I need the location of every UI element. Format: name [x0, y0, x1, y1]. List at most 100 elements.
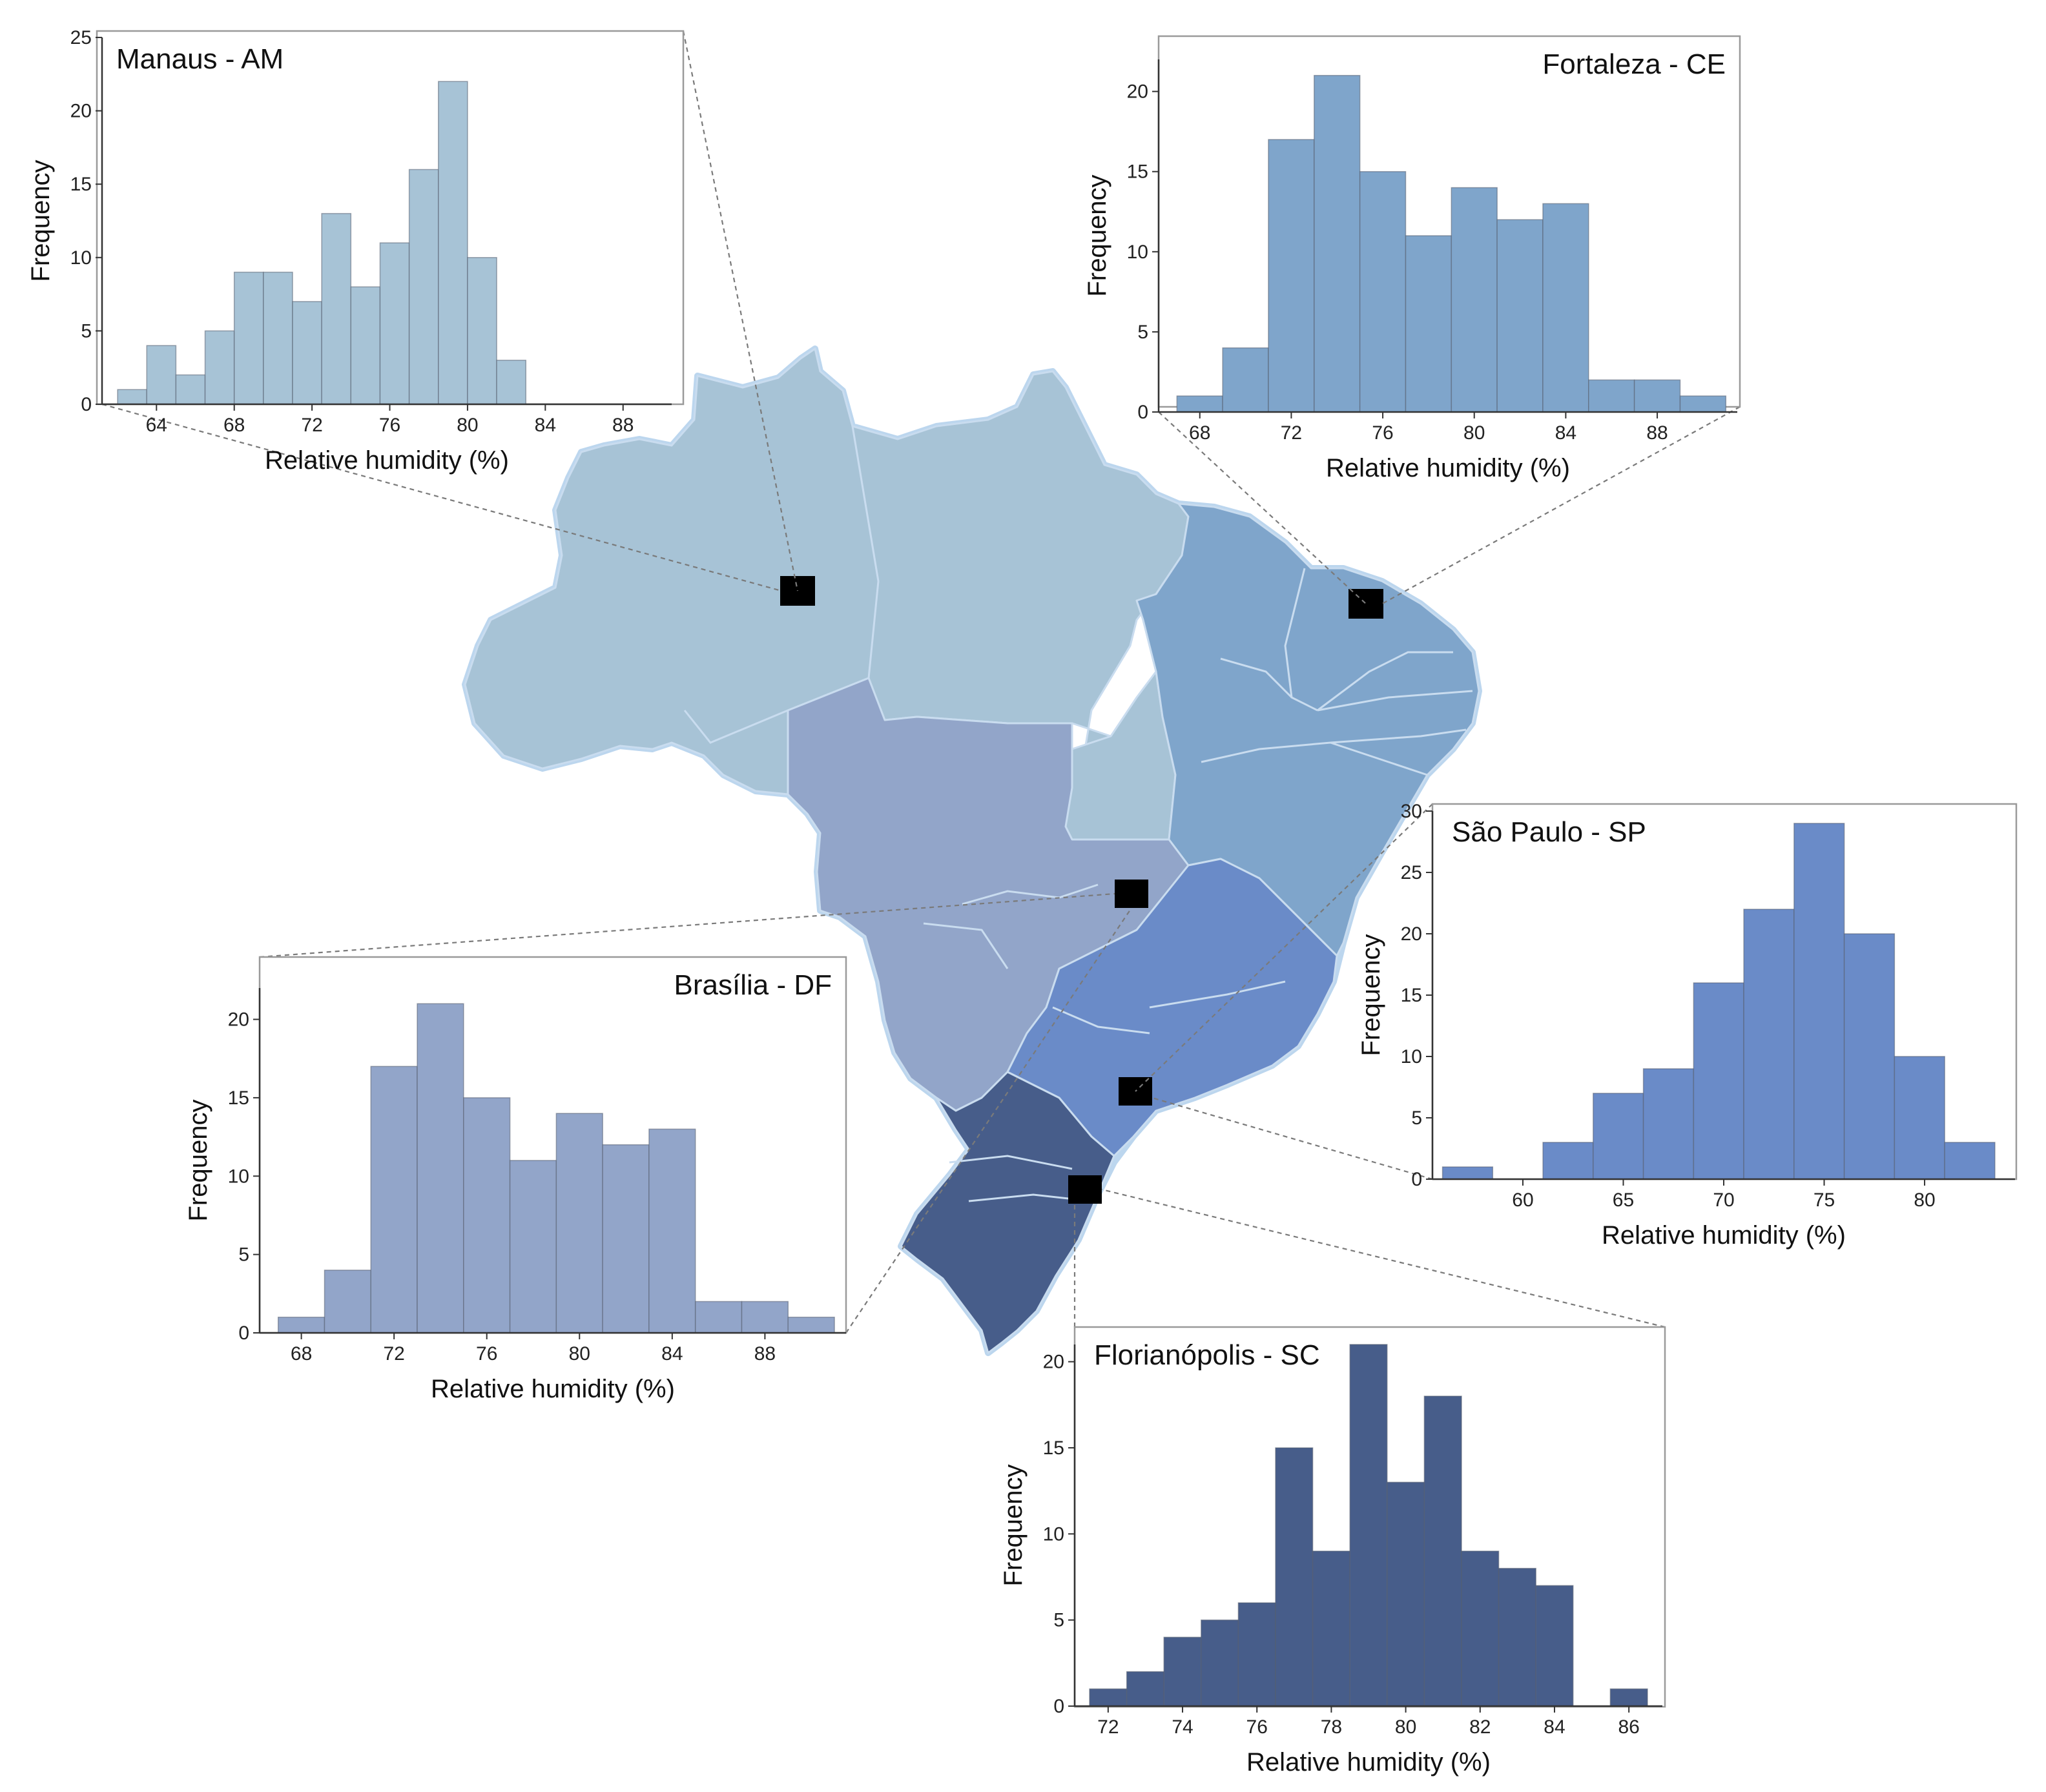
sao-paulo-bar [1542, 1142, 1594, 1180]
fortaleza-bar [1496, 219, 1544, 413]
sao-paulo-y-tick-label: 10 [1401, 1046, 1422, 1067]
leader-fortaleza-right [1381, 406, 1741, 604]
florianopolis-y-tick-label: 5 [1053, 1610, 1064, 1631]
manaus-y-tick-label: 10 [70, 247, 92, 269]
sao-paulo-panel-title: São Paulo - SP [1452, 816, 1646, 848]
fortaleza-bar [1588, 379, 1635, 413]
leader-fortaleza-left [1158, 411, 1367, 604]
manaus-bar [350, 286, 381, 405]
fortaleza-bar [1222, 347, 1269, 413]
fortaleza-x-tick-label: 88 [1646, 422, 1668, 444]
fortaleza-x-tick-label: 80 [1463, 422, 1485, 444]
brasilia-y-tick-label: 5 [238, 1244, 249, 1266]
florianopolis-bar [1312, 1550, 1350, 1707]
brasilia-bar [741, 1301, 789, 1334]
florianopolis-bar [1089, 1688, 1128, 1707]
leader-florianopolis-right [1101, 1188, 1666, 1328]
fortaleza-x-axis-title: Relative humidity (%) [1326, 454, 1570, 482]
florianopolis-y-tick-label: 10 [1043, 1523, 1064, 1545]
florianopolis-x-tick-label: 86 [1618, 1716, 1639, 1738]
map-region-southeast [1006, 858, 1338, 1157]
florianopolis-x-axis-title: Relative humidity (%) [1246, 1748, 1491, 1777]
sao-paulo-x-tick-label: 80 [1914, 1190, 1935, 1211]
florianopolis-bar [1609, 1688, 1648, 1707]
histogram-panel-sao-paulo: 60 65 70 75 80 0 5 10 15 20 25 30 Relative humidity … [1357, 801, 2018, 1250]
marker-florianopolis [1068, 1175, 1102, 1204]
brasilia-bar [694, 1301, 743, 1334]
brasilia-bar [463, 1097, 511, 1334]
manaus-x-tick-label: 68 [223, 415, 245, 436]
florianopolis-x-tick-label: 84 [1544, 1716, 1565, 1738]
manaus-x-tick-label: 64 [146, 415, 167, 436]
sao-paulo-x-tick-label: 65 [1613, 1190, 1634, 1211]
florianopolis-y-tick-label: 15 [1043, 1437, 1064, 1459]
brasilia-bar [602, 1144, 650, 1334]
fortaleza-bar [1542, 203, 1589, 413]
fortaleza-y-tick-label: 20 [1127, 81, 1148, 103]
fortaleza-y-tick-label: 10 [1127, 242, 1148, 263]
florianopolis-y-tick-label: 0 [1053, 1696, 1064, 1717]
fortaleza-bar [1359, 170, 1407, 413]
sao-paulo-bar [1843, 933, 1896, 1180]
map-region-northeast [1135, 502, 1480, 957]
sao-paulo-y-tick-label: 0 [1411, 1169, 1422, 1190]
brasilia-bar [324, 1270, 372, 1334]
leader-manaus-top [682, 30, 799, 592]
sao-paulo-bar [1944, 1142, 1996, 1180]
fortaleza-x-tick-label: 84 [1555, 422, 1576, 444]
sao-paulo-y-axis-title: Frequency [1357, 934, 1385, 1056]
state-borders [683, 426, 1473, 1202]
sao-paulo-bar [1743, 909, 1795, 1180]
brasilia-bar [648, 1128, 696, 1334]
brasilia-x-tick-label: 88 [754, 1343, 776, 1365]
manaus-bar [438, 81, 468, 405]
brasilia-y-tick-label: 10 [228, 1166, 249, 1187]
fortaleza-y-axis-title: Frequency [1083, 175, 1111, 297]
brasilia-y-tick-label: 15 [228, 1087, 249, 1109]
manaus-y-tick-label: 15 [70, 174, 92, 195]
manaus-y-tick-label: 5 [81, 320, 92, 342]
manaus-bar [408, 169, 439, 405]
brasilia-panel-title: Brasília - DF [674, 969, 832, 1001]
manaus-x-tick-label: 72 [301, 415, 322, 436]
brasilia-bar [509, 1160, 557, 1334]
florianopolis-bar [1423, 1395, 1462, 1707]
manaus-bar [263, 271, 293, 405]
fortaleza-x-tick-label: 68 [1189, 422, 1210, 444]
florianopolis-y-axis-title: Frequency [999, 1465, 1028, 1587]
brazil-map [462, 345, 1482, 1356]
fortaleza-bar [1314, 75, 1361, 413]
brasilia-x-tick-label: 72 [383, 1343, 404, 1365]
florianopolis-bar [1201, 1619, 1239, 1707]
florianopolis-x-tick-label: 80 [1395, 1716, 1416, 1738]
florianopolis-bar [1387, 1481, 1425, 1707]
manaus-bar [117, 389, 147, 405]
marker-brasilia [1115, 880, 1148, 908]
sao-paulo-x-axis-title: Relative humidity (%) [1602, 1221, 1846, 1250]
fortaleza-y-tick-label: 5 [1137, 322, 1148, 343]
florianopolis-x-tick-label: 76 [1246, 1716, 1268, 1738]
manaus-panel-title: Manaus - AM [116, 43, 284, 75]
fortaleza-y-tick-label: 0 [1137, 402, 1148, 423]
manaus-bar [292, 301, 322, 405]
sao-paulo-x-tick-label: 75 [1814, 1190, 1835, 1211]
florianopolis-bar [1126, 1671, 1164, 1707]
manaus-bar [496, 360, 526, 405]
florianopolis-bar [1535, 1585, 1574, 1707]
manaus-y-tick-label: 20 [70, 101, 92, 122]
florianopolis-x-tick-label: 78 [1321, 1716, 1342, 1738]
map-region-south [900, 1071, 1115, 1354]
sao-paulo-bar [1793, 823, 1845, 1180]
fortaleza-y-tick-label: 15 [1127, 161, 1148, 183]
sao-paulo-bar [1642, 1068, 1695, 1180]
florianopolis-bar [1349, 1344, 1388, 1707]
fortaleza-x-tick-label: 76 [1372, 422, 1393, 444]
histogram-panel-fortaleza: 68 72 76 80 84 88 0 5 10 15 20 Relative humidity (%… [1083, 35, 1741, 482]
manaus-bar [175, 374, 206, 405]
manaus-bar [233, 271, 264, 405]
leader-sao-paulo-top [1135, 803, 1433, 1092]
sao-paulo-bar [1442, 1166, 1494, 1180]
fortaleza-bar [1633, 379, 1681, 413]
sao-paulo-bar [1894, 1056, 1945, 1180]
